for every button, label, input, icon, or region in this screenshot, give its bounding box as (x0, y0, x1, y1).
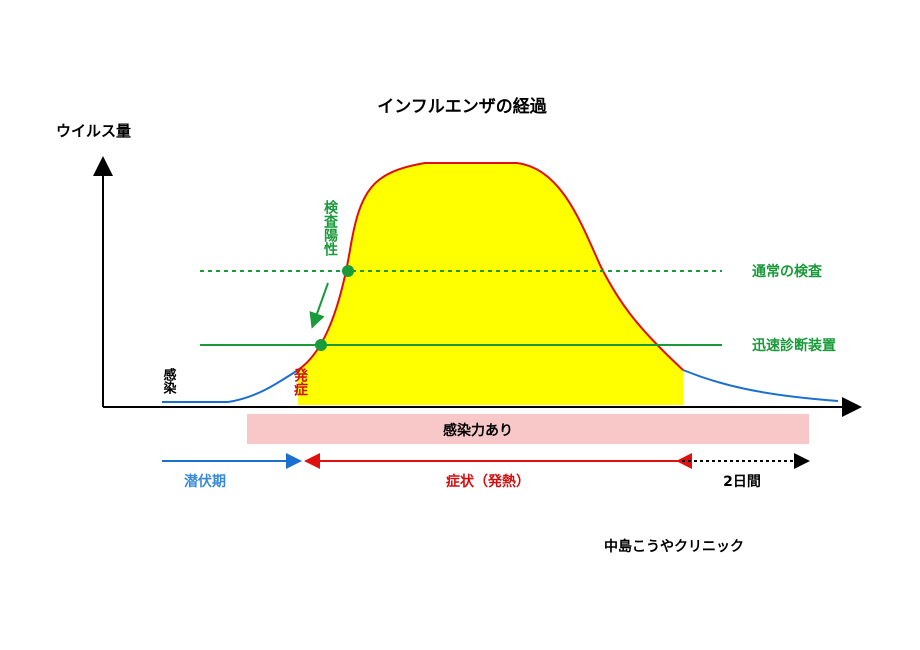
rapid-test-label: 迅速診断装置 (752, 337, 836, 354)
infection-label: 感染 (161, 367, 178, 395)
contagious-period-bar (247, 414, 809, 444)
test-positive-label: 検査陽性 (322, 199, 338, 256)
normal-test-point (342, 265, 354, 277)
virus-load-curve-tail (682, 369, 839, 402)
rapid-test-point (315, 339, 327, 351)
incubation-label: 潜伏期 (184, 473, 226, 490)
onset-label: 発症 (292, 367, 309, 397)
clinic-credit: 中島こうやクリニック (604, 538, 744, 555)
symptoms-label: 症状（発熱） (446, 473, 530, 490)
after-period-label: 2日間 (723, 474, 761, 490)
virus-load-area (298, 163, 683, 405)
diagram-title: インフルエンザの経過 (377, 96, 547, 117)
virus-load-curve-incubation (162, 369, 299, 403)
test-positive-arrow (309, 282, 329, 329)
contagious-label: 感染力あり (443, 422, 513, 439)
y-axis-label: ウイルス量 (56, 122, 131, 140)
normal-test-label: 通常の検査 (752, 263, 823, 280)
virus-load-curve-red (297, 162, 684, 371)
